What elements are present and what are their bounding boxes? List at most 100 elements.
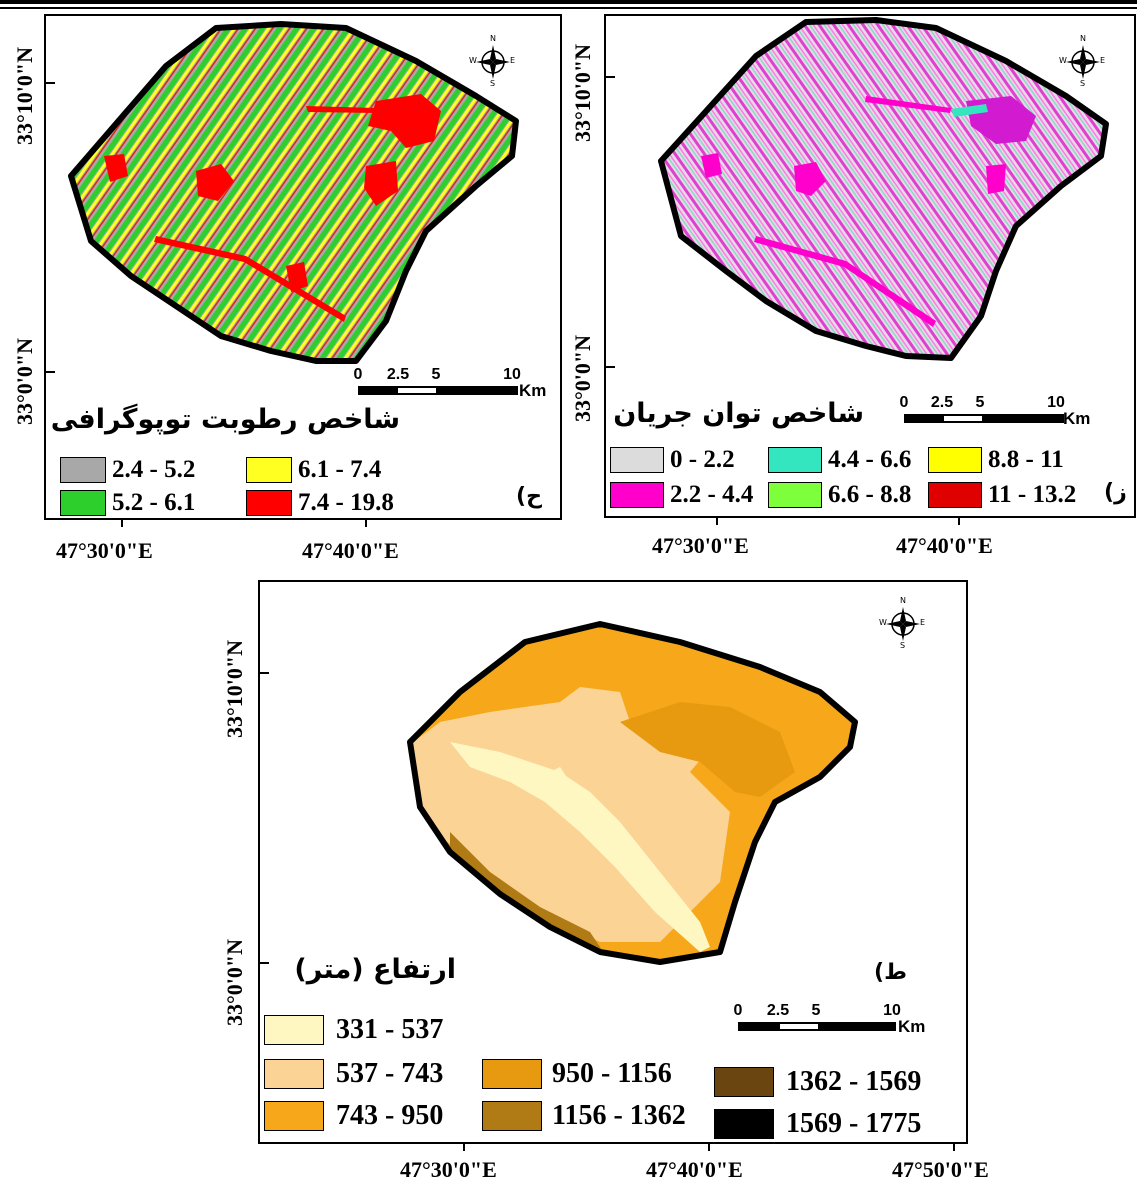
panel-spi-map: N S E W 0 2.5 5 10 Km شاخص توان جریان 0 … <box>604 14 1136 518</box>
legend-item-spi: 8.8 - 11 <box>928 446 1064 474</box>
legend-label: 11 - 13.2 <box>988 481 1077 508</box>
legend-swatch <box>714 1109 774 1139</box>
tick-lon <box>716 516 718 525</box>
twi-red-stream <box>306 106 376 113</box>
tick-lat-top <box>46 82 55 84</box>
dem-lat-top-label: 33°10'0"N <box>222 639 247 738</box>
tick-lon <box>365 518 367 527</box>
twi-basin-outline <box>68 21 519 364</box>
legend-item-spi: 0 - 2.2 <box>610 446 735 474</box>
legend-item-dem: 331 - 537 <box>264 1014 443 1046</box>
compass-e: E <box>1100 56 1106 65</box>
panel-twi-map: N S E W 0 2.5 5 10 Km شاخص رطوبت توپوگرا… <box>44 14 562 520</box>
compass-e: E <box>920 618 926 627</box>
legend-item-dem: 1362 - 1569 <box>714 1066 921 1098</box>
legend-swatch <box>246 457 292 483</box>
legend-item-twi: 5.2 - 6.1 <box>60 489 195 517</box>
legend-item-dem: 743 - 950 <box>264 1100 443 1132</box>
spi-map-graphic <box>658 17 1109 361</box>
twi-lat-top-label: 33°10'0"N <box>12 46 37 145</box>
legend-swatch <box>60 490 106 516</box>
twi-basin-fill <box>71 24 516 361</box>
panel-dem-letter: (ط <box>874 960 907 985</box>
scale-label: 10 <box>1047 394 1065 411</box>
legend-item-dem: 1569 - 1775 <box>714 1108 921 1140</box>
legend-label: 1569 - 1775 <box>786 1108 922 1139</box>
legend-label: 6.1 - 7.4 <box>298 456 382 483</box>
twi-lat-bottom-label: 33°0'0"N <box>12 337 37 425</box>
dem-lon-left-label: 47°30'0"E <box>400 1157 497 1182</box>
legend-item-dem: 1156 - 1362 <box>482 1100 686 1132</box>
scale-label: 2.5 <box>386 366 410 383</box>
legend-label: 331 - 537 <box>336 1014 444 1045</box>
legend-label: 743 - 950 <box>336 1100 444 1131</box>
twi-red-patch <box>364 161 398 206</box>
twi-lon-left-label: 47°30'0"E <box>56 538 153 563</box>
legend-swatch <box>714 1067 774 1097</box>
scale-unit: Km <box>898 1017 926 1036</box>
compass-n: N <box>1080 34 1086 43</box>
scale-unit: Km <box>1063 409 1091 428</box>
twi-lon-right-label: 47°40'0"E <box>302 538 399 563</box>
scale-bar-spi: 0 2.5 5 10 Km <box>900 394 1091 428</box>
legend-swatch <box>264 1015 324 1045</box>
scale-bar-twi: 0 2.5 5 10 Km <box>354 366 547 400</box>
scale-label: 5 <box>431 366 441 383</box>
panel-spi-letter: (ز <box>1104 480 1127 505</box>
spi-magenta-stream <box>754 236 936 327</box>
dem-lon-right-label: 47°50'0"E <box>892 1157 989 1182</box>
legend-swatch <box>60 457 106 483</box>
spi-lon-right-label: 47°40'0"E <box>896 533 993 558</box>
legend-label: 6.6 - 8.8 <box>828 481 912 508</box>
spi-magenta-patch <box>701 153 722 178</box>
legend-label: 950 - 1156 <box>552 1058 672 1089</box>
panel-dem-map: N S E W ارتفاع (متر) (ط 0 2.5 5 10 Km 33… <box>258 580 968 1144</box>
legend-label: 4.4 - 6.6 <box>828 446 912 473</box>
compass-s: S <box>1080 79 1086 88</box>
compass-e: E <box>510 56 516 65</box>
tick-lon <box>708 1142 710 1151</box>
scale-label: 5 <box>975 394 985 411</box>
legend-label: 537 - 743 <box>336 1058 444 1089</box>
scale-label: 2.5 <box>766 1002 790 1019</box>
legend-label: 1156 - 1362 <box>552 1100 686 1131</box>
legend-swatch <box>928 447 982 473</box>
legend-item-dem: 950 - 1156 <box>482 1058 672 1090</box>
scale-label: 10 <box>883 1002 901 1019</box>
compass-w: W <box>1059 56 1067 65</box>
legend-swatch <box>482 1101 542 1131</box>
tick-lat-bottom <box>606 366 615 368</box>
scale-unit: Km <box>519 381 547 400</box>
tick-lon <box>953 1142 955 1151</box>
panel-spi-title: شاخص توان جریان <box>613 398 864 429</box>
dem-lon-mid-label: 47°40'0"E <box>646 1157 743 1182</box>
spi-magenta-patch <box>794 162 826 196</box>
compass-w: W <box>469 56 477 65</box>
dem-map-graphic <box>407 621 858 965</box>
legend-item-spi: 11 - 13.2 <box>928 481 1076 509</box>
spi-teal-patch <box>951 104 988 117</box>
legend-swatch <box>246 490 292 516</box>
dem-zone-331-537 <box>540 767 570 792</box>
legend-item-spi: 6.6 - 8.8 <box>768 481 911 509</box>
tick-lon <box>121 518 123 527</box>
dem-lat-bottom-label: 33°0'0"N <box>222 938 247 1026</box>
legend-item-twi: 7.4 - 19.8 <box>246 489 394 517</box>
scale-label: 5 <box>811 1002 821 1019</box>
spi-lon-left-label: 47°30'0"E <box>652 533 749 558</box>
dem-zone-331-537 <box>450 742 710 952</box>
legend-swatch <box>264 1059 324 1089</box>
twi-red-patch <box>196 164 234 201</box>
compass-w: W <box>879 618 887 627</box>
dem-zone-1156-1362 <box>450 832 610 962</box>
scale-label: 0 <box>899 394 909 411</box>
compass-s: S <box>900 641 906 650</box>
dem-basin-outline <box>407 621 858 965</box>
twi-map-graphic <box>68 21 519 364</box>
spi-lat-top-label: 33°10'0"N <box>570 43 595 142</box>
legend-item-spi: 4.4 - 6.6 <box>768 446 911 474</box>
twi-red-patch <box>368 94 441 148</box>
legend-swatch <box>768 447 822 473</box>
scale-label: 0 <box>353 366 363 383</box>
tick-lat-bottom <box>46 371 55 373</box>
